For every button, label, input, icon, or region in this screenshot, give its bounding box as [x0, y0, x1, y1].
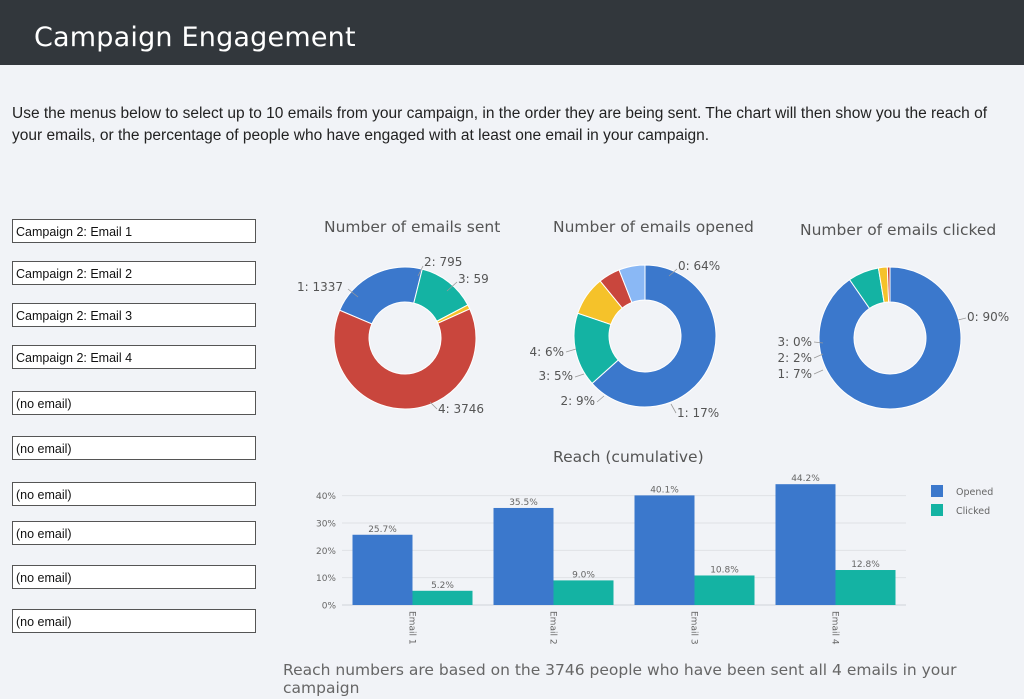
reach-value-label-clicked-3: 10.8% — [710, 565, 739, 575]
donut1-leader-2 — [417, 265, 424, 277]
donut2-slice-5[interactable] — [618, 264, 646, 304]
reach-value-label-clicked-1: 5.2% — [431, 581, 454, 591]
reach-bar-clicked-2[interactable] — [553, 580, 614, 605]
intro-text: Use the menus below to select up to 10 e… — [12, 105, 988, 144]
donut3-label-1: 0: 90% — [967, 310, 1009, 324]
reach-chart-title: Reach (cumulative) — [553, 448, 704, 466]
email-select-10[interactable]: (no email) — [12, 609, 256, 633]
footnote: Reach numbers are based on the 3746 peop… — [283, 661, 957, 697]
donut1-leader-4 — [429, 401, 438, 410]
reach-xtick-label-3: Email 3 — [689, 611, 699, 645]
reach-ytick-label: 20% — [316, 547, 336, 557]
donut1-label-2: 2: 795 — [424, 255, 462, 269]
page-header: Campaign Engagement — [0, 0, 1024, 65]
reach-ytick-label: 10% — [316, 574, 336, 584]
reach-bar-clicked-1[interactable] — [412, 590, 473, 605]
donut3-leader-2 — [813, 369, 824, 375]
donut2-label-5: 4: 6% — [529, 345, 564, 359]
reach-bar-opened-2[interactable] — [493, 507, 554, 605]
donut3-leader-4 — [813, 341, 824, 344]
reach-value-label-opened-3: 40.1% — [650, 485, 679, 495]
reach-ytick-label: 0% — [322, 602, 337, 612]
page-title: Campaign Engagement — [34, 22, 356, 53]
donut2-label-2: 1: 17% — [677, 406, 719, 420]
reach-value-label-opened-2: 35.5% — [509, 498, 538, 508]
email-select-7[interactable]: (no email) — [12, 482, 256, 506]
email-select-5[interactable]: (no email) — [12, 391, 256, 415]
email-select-1[interactable]: Campaign 2: Email 1 — [12, 219, 256, 243]
reach-bar-opened-1[interactable] — [352, 534, 413, 605]
reach-ytick-label: 40% — [316, 492, 336, 502]
reach-xtick-label-4: Email 4 — [830, 611, 840, 645]
reach-ytick-label: 30% — [316, 520, 336, 530]
legend-label-clicked: Clicked — [956, 506, 990, 517]
donut2-leader-1 — [668, 268, 678, 277]
reach-value-label-clicked-2: 9.0% — [572, 570, 595, 580]
email-select-9[interactable]: (no email) — [12, 565, 256, 589]
donut1-label-4: 4: 3746 — [438, 402, 484, 416]
donut2-leader-2 — [670, 403, 677, 414]
donut1-leader-3 — [446, 281, 458, 292]
legend-swatch-opened[interactable] — [931, 485, 943, 497]
donut2-leader-5 — [565, 348, 577, 353]
sent-chart-title: Number of emails sent — [324, 218, 501, 236]
donut2-leader-3 — [596, 395, 605, 403]
email-select-4[interactable]: Campaign 2: Email 4 — [12, 345, 256, 369]
donut3-label-4: 3: 0% — [777, 335, 812, 349]
donut1-leader-1 — [347, 288, 359, 298]
donut3-label-3: 2: 2% — [777, 351, 812, 365]
reach-value-label-clicked-4: 12.8% — [851, 560, 880, 570]
donut1-slice-4[interactable] — [333, 308, 477, 410]
donut2-slice-1[interactable] — [591, 264, 717, 408]
reach-xtick-label-2: Email 2 — [548, 611, 558, 645]
email-select-8[interactable]: (no email) — [12, 521, 256, 545]
reach-value-label-opened-4: 44.2% — [791, 474, 820, 484]
clicked-chart-title: Number of emails clicked — [800, 221, 997, 239]
reach-bar-opened-3[interactable] — [634, 495, 695, 605]
email-select-6[interactable]: (no email) — [12, 436, 256, 460]
reach-value-label-opened-1: 25.7% — [368, 525, 397, 535]
donut2-label-1: 0: 64% — [678, 259, 720, 273]
donut3-leader-1 — [957, 317, 967, 321]
donut2-label-3: 2: 9% — [560, 394, 595, 408]
reach-bar-clicked-4[interactable] — [835, 570, 896, 605]
donut3-leader-3 — [813, 353, 824, 359]
donut2-label-4: 3: 5% — [538, 369, 573, 383]
reach-xtick-label-1: Email 1 — [407, 611, 417, 645]
email-select-2[interactable]: Campaign 2: Email 2 — [12, 261, 256, 285]
donut3-slice-4[interactable] — [886, 266, 891, 303]
email-select-3[interactable]: Campaign 2: Email 3 — [12, 303, 256, 327]
legend-swatch-clicked[interactable] — [931, 504, 943, 516]
donut1-label-1: 1: 1337 — [297, 280, 343, 294]
reach-bar-clicked-3[interactable] — [694, 575, 755, 605]
donut2-leader-4 — [574, 373, 585, 378]
legend-label-opened: Opened — [956, 487, 993, 498]
donut3-slice-1[interactable] — [818, 266, 962, 410]
reach-bar-opened-4[interactable] — [775, 484, 836, 605]
donut1-label-3: 3: 59 — [458, 272, 489, 286]
donut3-label-2: 1: 7% — [777, 367, 812, 381]
opened-chart-title: Number of emails opened — [553, 218, 754, 236]
